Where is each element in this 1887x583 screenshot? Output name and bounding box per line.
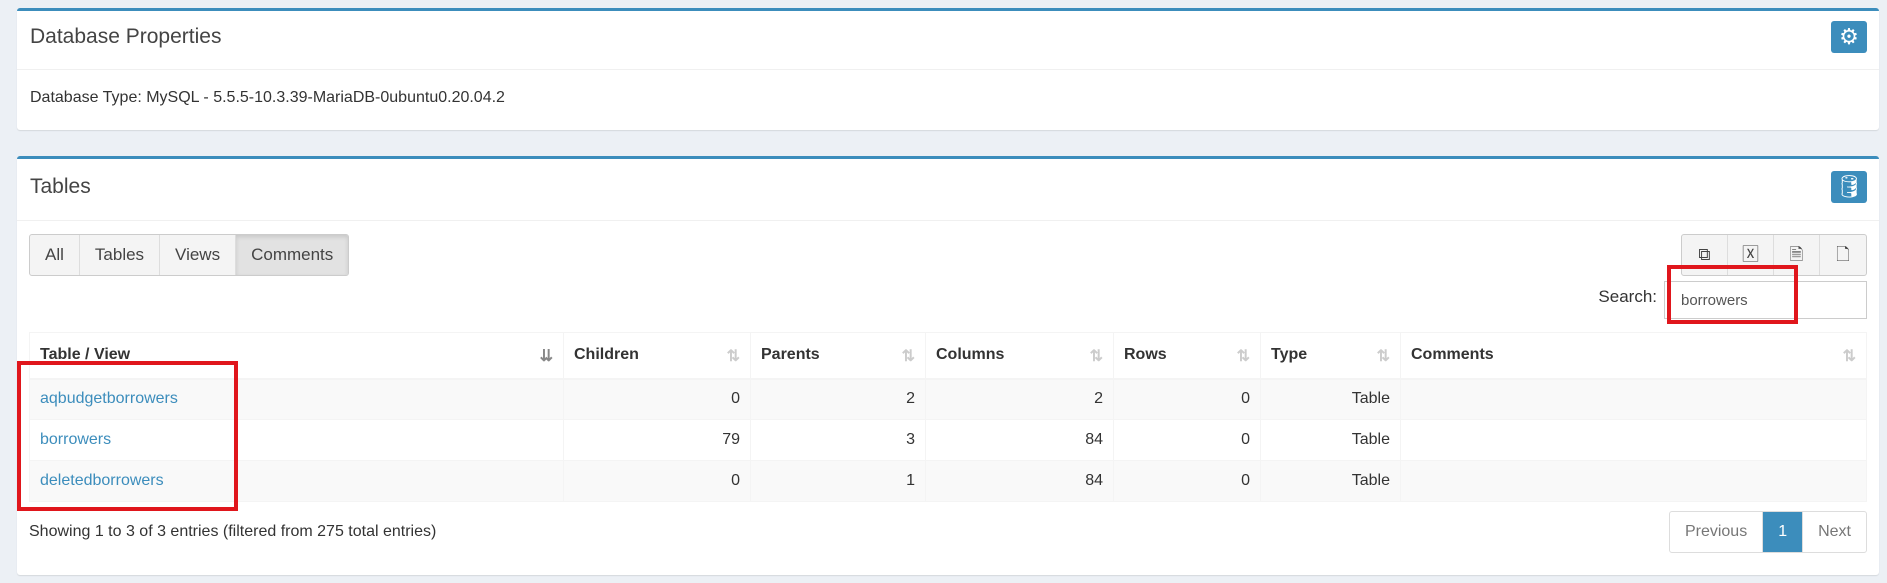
- type-cell: Table: [1260, 378, 1401, 420]
- database-properties-panel: Database Properties ⚙ Database Type: MyS…: [17, 8, 1879, 130]
- column-header-children[interactable]: Children ⇅: [563, 332, 751, 380]
- type-cell: Table: [1260, 460, 1401, 502]
- panel-title: Tables: [30, 175, 91, 198]
- column-header-parents[interactable]: Parents ⇅: [750, 332, 926, 380]
- tables-table: Table / View ⇊ Children ⇅ Parents ⇅ Columns…: [29, 332, 1867, 502]
- type-cell: Table: [1260, 419, 1401, 461]
- panel-title: Database Properties: [30, 25, 222, 48]
- pagination: Previous 1 Next: [1668, 511, 1867, 553]
- filter-all[interactable]: All: [30, 235, 80, 275]
- highlight-box-search: [1667, 265, 1798, 324]
- column-header-table-view[interactable]: Table / View ⇊: [29, 332, 564, 380]
- sort-icon: ⇅: [1376, 348, 1390, 365]
- csv-icon[interactable]: 🗎: [1774, 235, 1820, 275]
- sort-desc-icon: ⇊: [539, 348, 553, 365]
- children-cell: 0: [563, 460, 751, 502]
- tables-panel: Tables 🛢 All Tables Views Comments ⧉ 🅇 🗎…: [17, 156, 1879, 575]
- highlight-box-table-names: [17, 361, 238, 511]
- parents-cell: 2: [750, 378, 926, 420]
- sort-icon: ⇅: [1842, 348, 1856, 365]
- columns-cell: 2: [925, 378, 1114, 420]
- children-cell: 79: [563, 419, 751, 461]
- table-name-cell: aqbudgetborrowers: [29, 378, 564, 420]
- sort-icon: ⇅: [1089, 348, 1103, 365]
- filter-buttons: All Tables Views Comments: [29, 234, 350, 276]
- database-icon[interactable]: 🛢: [1831, 171, 1867, 203]
- filter-views[interactable]: Views: [160, 235, 237, 275]
- filter-comments[interactable]: Comments: [236, 235, 349, 275]
- children-cell: 0: [563, 378, 751, 420]
- filter-tables[interactable]: Tables: [80, 235, 161, 275]
- search-input[interactable]: [1664, 281, 1867, 319]
- rows-cell: 0: [1113, 419, 1261, 461]
- previous-button[interactable]: Previous: [1670, 512, 1764, 552]
- sort-icon: ⇅: [726, 348, 740, 365]
- next-button[interactable]: Next: [1818, 523, 1851, 540]
- comments-cell: [1400, 419, 1867, 461]
- column-header-comments[interactable]: Comments ⇅: [1400, 332, 1867, 380]
- table-row: borrowers 79 3 84 0 Table: [29, 419, 1867, 461]
- gear-icon[interactable]: ⚙: [1831, 21, 1867, 53]
- table-name-cell: borrowers: [29, 419, 564, 461]
- table-link[interactable]: deletedborrowers: [40, 472, 164, 489]
- table-info: Showing 1 to 3 of 3 entries (filtered fr…: [29, 523, 437, 540]
- page-1-button[interactable]: 1: [1763, 512, 1804, 552]
- database-type: Database Type: MySQL - 5.5.5-10.3.39-Mar…: [30, 89, 505, 106]
- table-name-cell: deletedborrowers: [29, 460, 564, 502]
- pdf-icon[interactable]: 🗋: [1836, 245, 1850, 264]
- copy-icon[interactable]: ⧉: [1682, 235, 1728, 275]
- column-header-columns[interactable]: Columns ⇅: [925, 332, 1114, 380]
- table-row: aqbudgetborrowers 0 2 2 0 Table: [29, 378, 1867, 420]
- column-header-rows[interactable]: Rows ⇅: [1113, 332, 1261, 380]
- columns-cell: 84: [925, 460, 1114, 502]
- export-buttons: ⧉ 🅇 🗎 🗋: [1681, 234, 1867, 276]
- comments-cell: [1400, 460, 1867, 502]
- table-link[interactable]: borrowers: [40, 431, 112, 448]
- sort-icon: ⇅: [1236, 348, 1250, 365]
- comments-cell: [1400, 378, 1867, 420]
- columns-cell: 84: [925, 419, 1114, 461]
- sort-icon: ⇅: [901, 348, 915, 365]
- excel-icon[interactable]: 🅇: [1728, 235, 1774, 275]
- table-row: deletedborrowers 0 1 84 0 Table: [29, 460, 1867, 502]
- rows-cell: 0: [1113, 460, 1261, 502]
- search-label: Search:: [1598, 287, 1657, 306]
- parents-cell: 1: [750, 460, 926, 502]
- parents-cell: 3: [750, 419, 926, 461]
- rows-cell: 0: [1113, 378, 1261, 420]
- column-header-type[interactable]: Type ⇅: [1260, 332, 1401, 380]
- table-link[interactable]: aqbudgetborrowers: [40, 390, 178, 408]
